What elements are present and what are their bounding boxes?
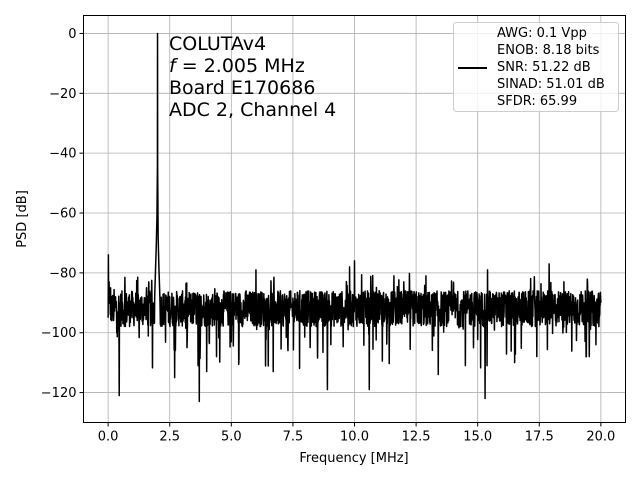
annotation-frequency-symbol: f <box>169 55 179 77</box>
y-tick-label: −80 <box>49 266 76 281</box>
annotation-block: COLUTAv4 f = 2.005 MHz Board E170686 ADC… <box>169 33 336 121</box>
x-tick-label: 7.5 <box>283 430 304 445</box>
x-tick-label: 17.5 <box>525 430 554 445</box>
x-axis-label: Frequency [MHz] <box>299 451 408 466</box>
x-tick-label: 12.5 <box>402 430 431 445</box>
annotation-frequency-value: = 2.005 MHz <box>176 55 305 77</box>
annotation-board: Board E170686 <box>169 77 315 99</box>
y-tick-label: −120 <box>41 386 77 401</box>
x-tick-label: 5.0 <box>221 430 242 445</box>
x-tick-label: 10.0 <box>340 430 369 445</box>
legend-entry-sinad: SINAD: 51.01 dB <box>497 77 605 92</box>
y-tick-label: −100 <box>41 326 77 341</box>
legend-entry-enob: ENOB: 8.18 bits <box>497 43 600 58</box>
x-tick-label: 2.5 <box>159 430 180 445</box>
annotation-chip-name: COLUTAv4 <box>169 33 266 55</box>
y-tick-label: −60 <box>49 207 76 222</box>
legend-box <box>453 22 619 112</box>
legend: AWG: 0.1 Vpp ENOB: 8.18 bits SNR: 51.22 … <box>453 22 619 112</box>
legend-entry-snr: SNR: 51.22 dB <box>497 60 591 75</box>
psd-series-line <box>107 32 602 403</box>
tick-layer: 0.0 2.5 5.0 7.5 10.0 12.5 15.0 17.5 20.0 0 −20 −40 −… <box>41 27 616 445</box>
legend-entry-sfdr: SFDR: 65.99 <box>497 94 577 109</box>
annotation-adc-channel: ADC 2, Channel 4 <box>169 99 336 121</box>
y-tick-label: −20 <box>49 87 76 102</box>
x-tick-label: 20.0 <box>586 430 615 445</box>
annotation-frequency: f = 2.005 MHz <box>169 55 305 77</box>
y-tick-label: −40 <box>49 147 76 162</box>
legend-entry-awg: AWG: 0.1 Vpp <box>497 26 587 41</box>
y-tick-label: 0 <box>68 27 76 42</box>
series-layer <box>107 32 602 403</box>
x-tick-label: 15.0 <box>463 430 492 445</box>
x-tick-label: 0.0 <box>98 430 119 445</box>
y-axis-label: PSD [dB] <box>15 190 30 248</box>
